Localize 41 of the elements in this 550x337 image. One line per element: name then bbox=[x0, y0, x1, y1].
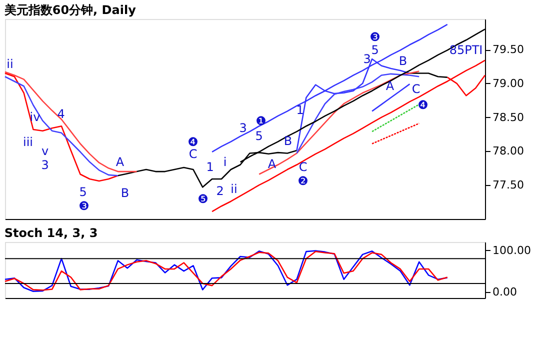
y-tick-label: 100.00 bbox=[492, 244, 531, 257]
annotation: B bbox=[120, 186, 130, 200]
annotation: A bbox=[386, 79, 395, 93]
annotation: ❷ bbox=[298, 174, 308, 188]
y-tick-label: 79.00 bbox=[492, 76, 524, 90]
annotation: 4 bbox=[57, 107, 65, 121]
annotation: 3 bbox=[239, 121, 247, 135]
annotation: A bbox=[116, 155, 125, 169]
annotation: 2 bbox=[216, 184, 224, 198]
annotation: 5 bbox=[371, 43, 379, 57]
chart-title: Stoch 14, 3, 3 bbox=[4, 226, 98, 240]
annotation: 5 bbox=[255, 129, 263, 143]
annotation: 3 bbox=[41, 158, 49, 172]
annotation: ❸ bbox=[370, 30, 380, 44]
annotation: B bbox=[284, 134, 292, 148]
y-tick-label: 78.50 bbox=[492, 110, 524, 124]
y-tick-label: 77.50 bbox=[492, 178, 524, 192]
annotation: ❸ bbox=[78, 199, 90, 213]
annotation: ii bbox=[230, 182, 238, 196]
annotation: ❺ bbox=[198, 192, 208, 206]
annotation: ❹ bbox=[188, 135, 198, 149]
annotation: A bbox=[268, 157, 277, 171]
annotation: B bbox=[398, 54, 408, 68]
annotation: 1 bbox=[206, 160, 214, 174]
annotation: ii bbox=[6, 57, 14, 71]
annotation: C bbox=[188, 147, 198, 161]
annotation: 85PTI bbox=[449, 43, 483, 57]
y-tick-label: 78.00 bbox=[492, 144, 524, 158]
y-tick-label: 79.50 bbox=[492, 43, 524, 56]
annotation: ❶ bbox=[256, 114, 266, 128]
annotation: C bbox=[412, 82, 420, 96]
annotation: ❹ bbox=[418, 98, 428, 112]
annotation: v bbox=[41, 144, 49, 158]
annotation: iii bbox=[22, 135, 34, 149]
annotation: i bbox=[223, 155, 227, 169]
annotation: 5 bbox=[79, 185, 87, 199]
y-tick-label: 0.00 bbox=[492, 285, 517, 298]
annotation: 3 bbox=[363, 52, 371, 66]
chart-title: 美元指数60分钟, Daily bbox=[3, 3, 136, 17]
annotation: 1 bbox=[296, 103, 304, 117]
annotation: C bbox=[298, 160, 308, 174]
